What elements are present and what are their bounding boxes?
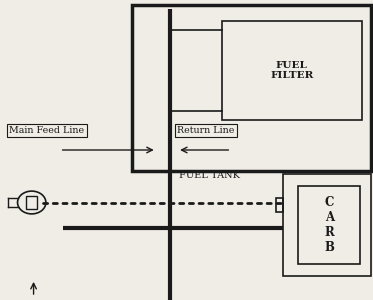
Text: Return Line: Return Line: [177, 126, 235, 135]
Bar: [283, 174, 371, 276]
Text: FUEL TANK: FUEL TANK: [179, 171, 240, 180]
Text: FUEL
FILTER: FUEL FILTER: [270, 61, 314, 80]
Bar: [276, 198, 283, 211]
Text: C
A
R
B: C A R B: [324, 196, 334, 254]
Text: Main Feed Line: Main Feed Line: [9, 126, 84, 135]
Bar: [298, 186, 360, 264]
Bar: [222, 21, 362, 120]
Bar: [132, 4, 371, 171]
Bar: [26, 196, 37, 209]
